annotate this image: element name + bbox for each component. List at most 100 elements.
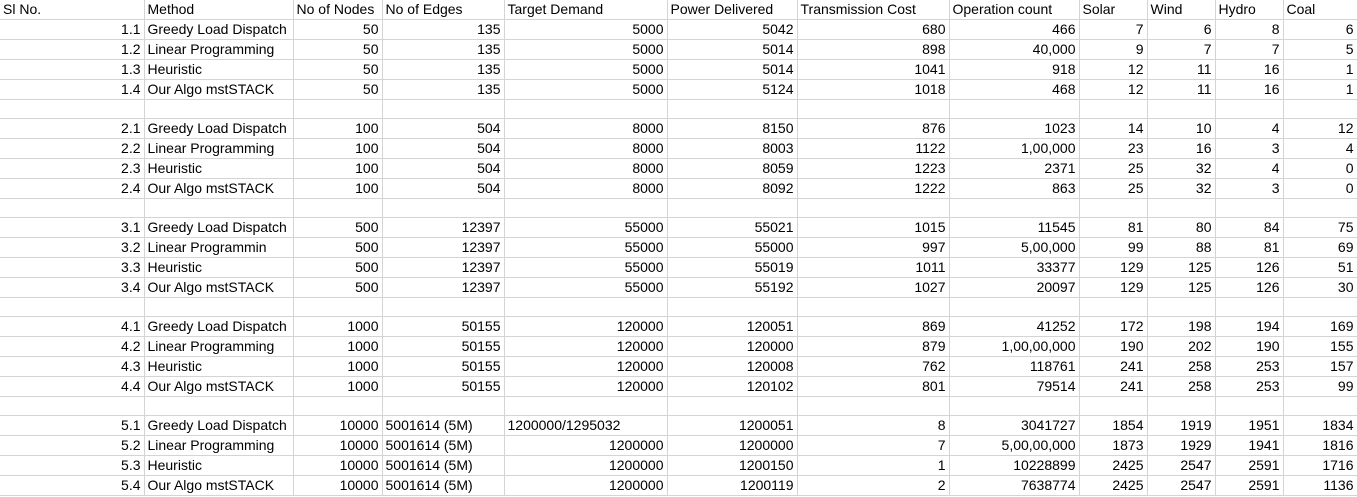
cell-edges[interactable]: 5001614 (5M) [382, 435, 505, 456]
cell-coal[interactable]: 1834 [1283, 415, 1357, 436]
cell-operation-count[interactable]: 1023 [949, 118, 1080, 139]
cell-wind[interactable]: 32 [1147, 158, 1216, 179]
empty-cell[interactable] [1283, 297, 1357, 317]
cell-method[interactable]: Heuristic [144, 455, 294, 476]
cell-nodes[interactable]: 50 [293, 59, 383, 80]
header-nodes[interactable]: No of Nodes [293, 0, 383, 20]
cell-solar[interactable]: 2425 [1079, 455, 1148, 476]
cell-coal[interactable]: 4 [1283, 138, 1357, 159]
empty-cell[interactable] [667, 99, 798, 119]
cell-wind[interactable]: 258 [1147, 376, 1216, 397]
empty-cell[interactable] [949, 396, 1080, 416]
cell-power-delivered[interactable]: 8092 [667, 178, 798, 199]
cell-solar[interactable]: 81 [1079, 217, 1148, 238]
cell-sl-no[interactable]: 3.3 [0, 257, 145, 278]
cell-edges[interactable]: 135 [382, 79, 505, 100]
cell-sl-no[interactable]: 5.2 [0, 435, 145, 456]
cell-method[interactable]: Linear Programming [144, 39, 294, 60]
cell-operation-count[interactable]: 863 [949, 178, 1080, 199]
cell-nodes[interactable]: 1000 [293, 356, 383, 377]
cell-target-demand[interactable]: 120000 [504, 356, 668, 377]
cell-operation-count[interactable]: 11545 [949, 217, 1080, 238]
empty-cell[interactable] [1079, 396, 1148, 416]
cell-coal[interactable]: 1 [1283, 79, 1357, 100]
header-wind[interactable]: Wind [1147, 0, 1216, 20]
cell-target-demand[interactable]: 8000 [504, 158, 668, 179]
cell-wind[interactable]: 2547 [1147, 455, 1216, 476]
cell-power-delivered[interactable]: 1200150 [667, 455, 798, 476]
cell-edges[interactable]: 135 [382, 39, 505, 60]
empty-cell[interactable] [382, 396, 505, 416]
empty-cell[interactable] [1147, 198, 1216, 218]
cell-sl-no[interactable]: 1.3 [0, 59, 145, 80]
empty-cell[interactable] [293, 198, 383, 218]
cell-hydro[interactable]: 190 [1215, 336, 1284, 357]
empty-cell[interactable] [144, 297, 294, 317]
cell-method[interactable]: Our Algo mstSTACK [144, 178, 294, 199]
empty-cell[interactable] [293, 396, 383, 416]
cell-sl-no[interactable]: 4.1 [0, 316, 145, 337]
cell-power-delivered[interactable]: 55021 [667, 217, 798, 238]
empty-cell[interactable] [1147, 99, 1216, 119]
cell-solar[interactable]: 14 [1079, 118, 1148, 139]
empty-cell[interactable] [797, 99, 950, 119]
cell-method[interactable]: Linear Programming [144, 138, 294, 159]
cell-coal[interactable]: 5 [1283, 39, 1357, 60]
cell-method[interactable]: Heuristic [144, 158, 294, 179]
cell-transmission-cost[interactable]: 898 [797, 39, 950, 60]
empty-cell[interactable] [1079, 198, 1148, 218]
cell-solar[interactable]: 1873 [1079, 435, 1148, 456]
header-coal[interactable]: Coal [1283, 0, 1357, 20]
cell-transmission-cost[interactable]: 869 [797, 316, 950, 337]
cell-sl-no[interactable]: 1.2 [0, 39, 145, 60]
cell-hydro[interactable]: 16 [1215, 79, 1284, 100]
cell-power-delivered[interactable]: 120000 [667, 336, 798, 357]
cell-sl-no[interactable]: 2.1 [0, 118, 145, 139]
cell-hydro[interactable]: 16 [1215, 59, 1284, 80]
cell-edges[interactable]: 12397 [382, 277, 505, 298]
cell-hydro[interactable]: 2591 [1215, 455, 1284, 476]
empty-cell[interactable] [1215, 396, 1284, 416]
cell-hydro[interactable]: 3 [1215, 138, 1284, 159]
cell-solar[interactable]: 129 [1079, 257, 1148, 278]
cell-solar[interactable]: 190 [1079, 336, 1148, 357]
cell-operation-count[interactable]: 1,00,000 [949, 138, 1080, 159]
cell-operation-count[interactable]: 1,00,00,000 [949, 336, 1080, 357]
cell-operation-count[interactable]: 5,00,00,000 [949, 435, 1080, 456]
cell-transmission-cost[interactable]: 801 [797, 376, 950, 397]
cell-wind[interactable]: 1919 [1147, 415, 1216, 436]
header-sl-no[interactable]: Sl No. [0, 0, 145, 20]
cell-coal[interactable]: 157 [1283, 356, 1357, 377]
cell-sl-no[interactable]: 1.1 [0, 19, 145, 40]
cell-operation-count[interactable]: 3041727 [949, 415, 1080, 436]
cell-wind[interactable]: 80 [1147, 217, 1216, 238]
cell-nodes[interactable]: 100 [293, 118, 383, 139]
cell-target-demand[interactable]: 8000 [504, 178, 668, 199]
cell-nodes[interactable]: 100 [293, 158, 383, 179]
cell-hydro[interactable]: 253 [1215, 356, 1284, 377]
cell-power-delivered[interactable]: 1200119 [667, 475, 798, 496]
cell-transmission-cost[interactable]: 1222 [797, 178, 950, 199]
cell-nodes[interactable]: 50 [293, 79, 383, 100]
cell-coal[interactable]: 99 [1283, 376, 1357, 397]
cell-wind[interactable]: 11 [1147, 59, 1216, 80]
cell-target-demand[interactable]: 120000 [504, 316, 668, 337]
cell-edges[interactable]: 12397 [382, 257, 505, 278]
cell-coal[interactable]: 1716 [1283, 455, 1357, 476]
cell-operation-count[interactable]: 40,000 [949, 39, 1080, 60]
cell-target-demand[interactable]: 55000 [504, 237, 668, 258]
cell-coal[interactable]: 1816 [1283, 435, 1357, 456]
cell-target-demand[interactable]: 120000 [504, 376, 668, 397]
cell-sl-no[interactable]: 4.2 [0, 336, 145, 357]
cell-edges[interactable]: 50155 [382, 316, 505, 337]
cell-transmission-cost[interactable]: 997 [797, 237, 950, 258]
cell-transmission-cost[interactable]: 1122 [797, 138, 950, 159]
cell-edges[interactable]: 5001614 (5M) [382, 475, 505, 496]
empty-cell[interactable] [667, 297, 798, 317]
cell-transmission-cost[interactable]: 8 [797, 415, 950, 436]
cell-solar[interactable]: 1854 [1079, 415, 1148, 436]
empty-cell[interactable] [293, 99, 383, 119]
cell-solar[interactable]: 23 [1079, 138, 1148, 159]
cell-transmission-cost[interactable]: 1041 [797, 59, 950, 80]
cell-operation-count[interactable]: 468 [949, 79, 1080, 100]
